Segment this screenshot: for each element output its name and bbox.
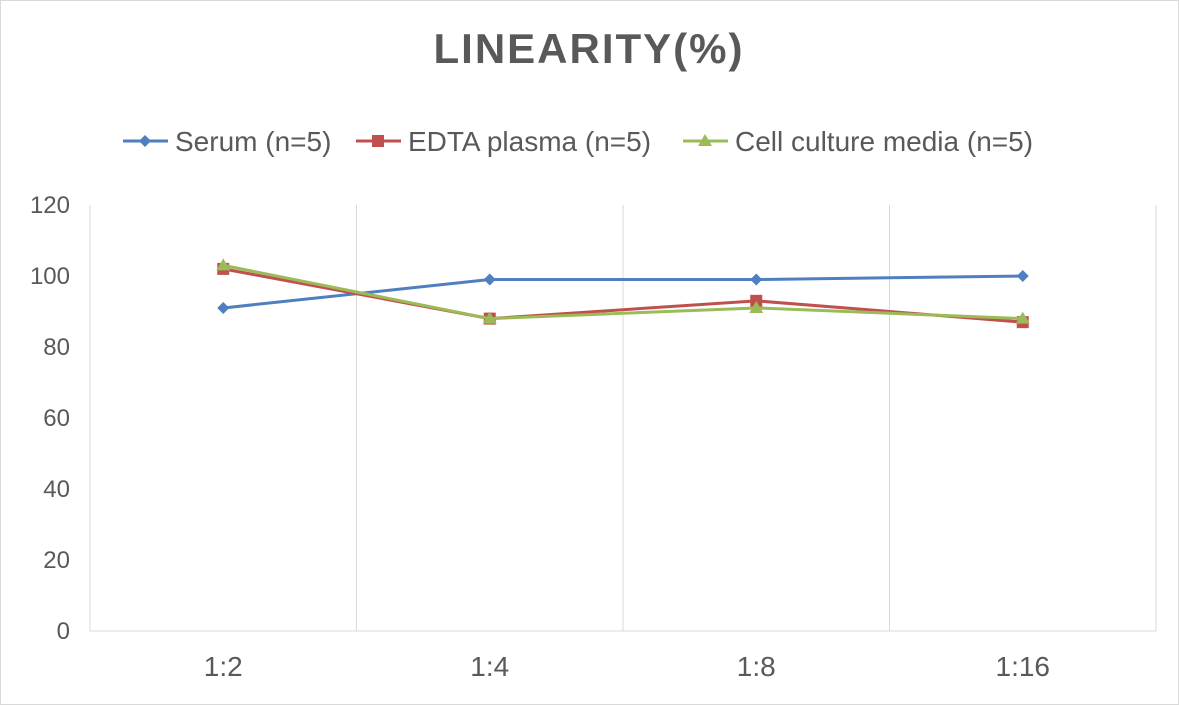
x-tick-label: 1:8 (737, 651, 776, 682)
series-line (222, 267, 1023, 324)
series-line (222, 263, 1023, 321)
y-tick-label: 40 (43, 476, 70, 503)
legend-marker (372, 135, 384, 147)
legend-item: Serum (n=5) (123, 126, 331, 157)
legend-marker (698, 134, 712, 146)
data-point (1016, 270, 1029, 282)
series-group (216, 258, 1030, 329)
data-point (216, 258, 231, 271)
data-point (1015, 311, 1030, 324)
chart-title: LINEARITY(%) (434, 25, 745, 72)
x-axis: 1:2 1:4 1:8 1:16 (204, 651, 1050, 682)
series-3 (216, 258, 1030, 324)
legend-label: EDTA plasma (n=5) (408, 126, 651, 157)
y-tick-label: 20 (43, 547, 70, 574)
y-tick-label: 100 (30, 263, 70, 290)
legend-item: EDTA plasma (n=5) (356, 126, 651, 157)
data-point (749, 300, 764, 313)
legend-marker (139, 135, 151, 147)
data-point (483, 273, 496, 286)
x-tick-label: 1:2 (204, 651, 243, 682)
data-point (482, 311, 497, 324)
x-tick-label: 1:16 (996, 651, 1051, 682)
y-tick-label: 0 (57, 618, 70, 645)
y-axis: 0 20 40 60 80 100 120 (30, 192, 70, 645)
data-point (750, 273, 763, 286)
y-tick-label: 60 (43, 405, 70, 432)
data-point (217, 301, 230, 314)
data-point (750, 294, 763, 307)
y-tick-label: 80 (43, 334, 70, 361)
legend-label: Cell culture media (n=5) (735, 126, 1033, 157)
grid (89, 205, 1157, 632)
legend-label: Serum (n=5) (175, 126, 331, 157)
legend-item: Cell culture media (n=5) (683, 126, 1033, 157)
y-tick-label: 120 (30, 192, 70, 219)
legend: Serum (n=5) EDTA plasma (n=5) Cell culture… (123, 126, 1033, 157)
x-tick-label: 1:4 (470, 651, 509, 682)
